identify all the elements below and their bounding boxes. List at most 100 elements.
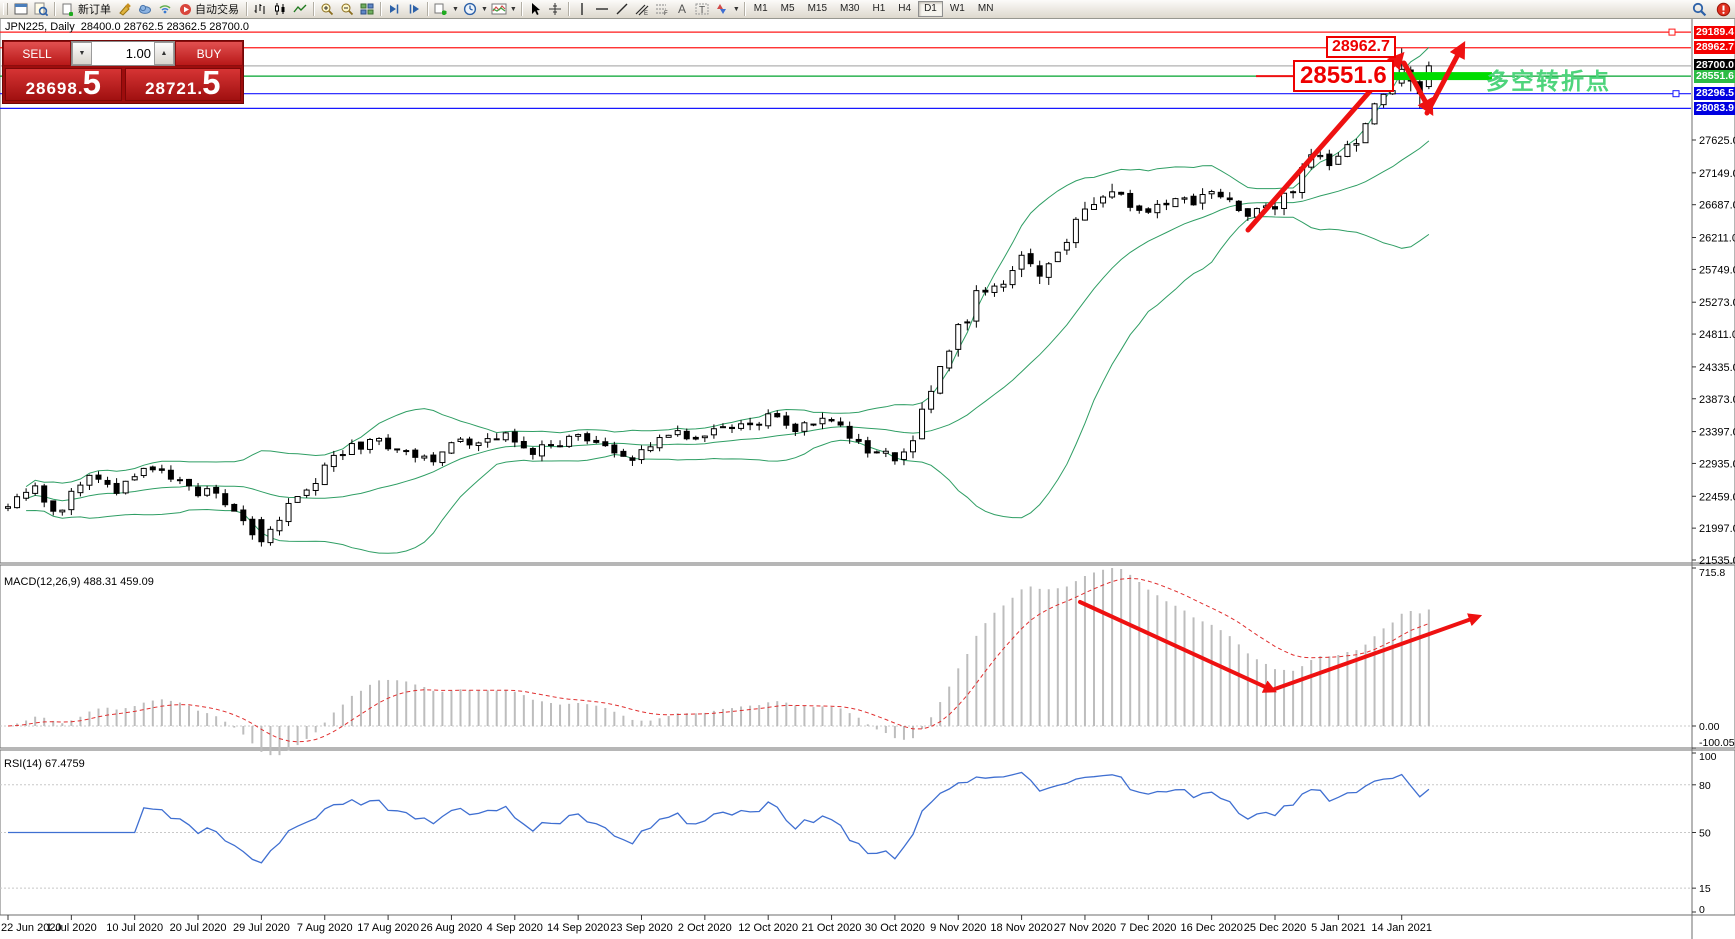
toolbar-separator <box>313 2 314 16</box>
buy-button[interactable]: BUY <box>175 41 243 66</box>
arrows-tool-caret[interactable]: ▼ <box>732 5 740 13</box>
chart-shift-icon[interactable] <box>404 1 424 17</box>
new-chart-icon[interactable] <box>11 1 31 17</box>
arrows-tool-icon[interactable] <box>712 1 732 17</box>
svg-text:100: 100 <box>1699 751 1717 763</box>
text-icon[interactable]: A <box>672 1 692 17</box>
toolbar-separator <box>54 2 55 16</box>
trendline-icon[interactable] <box>612 1 632 17</box>
one-click-trading-widget: SELL ▼ ▲ BUY 28698.5 28721.5 <box>2 40 244 104</box>
resistance-price-annotation[interactable]: 28962.7 <box>1326 35 1396 58</box>
template-icon[interactable] <box>489 1 509 17</box>
crosshair-icon[interactable] <box>545 1 565 17</box>
buy-price-display[interactable]: 28721. 5 <box>124 64 241 101</box>
bar-chart-icon[interactable] <box>250 1 270 17</box>
date-label: 23 Sep 2020 <box>610 922 673 934</box>
svg-text:23873.0: 23873.0 <box>1699 394 1735 406</box>
timeframe-d1[interactable]: D1 <box>918 1 943 17</box>
autotrade-button[interactable]: 自动交易 <box>175 1 243 17</box>
date-label: 9 Nov 2020 <box>930 922 987 934</box>
volume-input[interactable] <box>92 42 154 65</box>
equidistant-channel-icon[interactable]: E <box>632 1 652 17</box>
buy-price-dot: . <box>197 79 203 98</box>
macd-plot <box>0 568 1692 756</box>
autotrade-icon <box>180 3 191 15</box>
trend-arrows[interactable] <box>1078 40 1483 693</box>
zoom-in-icon[interactable] <box>317 1 337 17</box>
volume-increase-button[interactable]: ▲ <box>154 42 174 65</box>
line-handle[interactable] <box>1672 90 1680 98</box>
new-order-icon <box>62 3 73 16</box>
svg-text:24335.0: 24335.0 <box>1699 362 1735 374</box>
date-label: 5 Jan 2021 <box>1311 922 1366 934</box>
sell-button[interactable]: SELL <box>3 41 71 66</box>
svg-text:715.8: 715.8 <box>1699 567 1725 579</box>
timeframe-m30[interactable]: M30 <box>840 3 860 14</box>
fibonacci-icon[interactable]: F <box>652 1 672 17</box>
current-price-tag: 28700.0 <box>1694 59 1735 73</box>
svg-text:15: 15 <box>1699 883 1711 895</box>
styler-icon[interactable] <box>115 1 135 17</box>
timeframe-m15[interactable]: M15 <box>807 3 828 14</box>
date-label: 27 Nov 2020 <box>1053 922 1117 934</box>
toolbar-separator <box>380 2 381 16</box>
toolbar-grip[interactable] <box>3 3 8 15</box>
cursor-icon[interactable] <box>525 1 545 17</box>
text-label-icon[interactable]: T <box>692 1 712 17</box>
support-zone-bar[interactable] <box>1378 72 1492 81</box>
timeframe-h1[interactable]: H1 <box>872 3 886 14</box>
svg-text:21535.0: 21535.0 <box>1699 555 1735 567</box>
new-order-button[interactable]: 新订单 <box>58 1 115 17</box>
horizontal-line-icon[interactable] <box>592 1 612 17</box>
timeframe-m1[interactable]: M1 <box>753 3 768 14</box>
new-order-label: 新订单 <box>78 4 111 16</box>
chart-profile-icon[interactable] <box>31 1 51 17</box>
line-chart-icon[interactable] <box>290 1 310 17</box>
svg-text:A: A <box>678 2 686 16</box>
timeframe-clock-caret[interactable]: ▼ <box>480 5 488 13</box>
auto-scroll-icon[interactable] <box>384 1 404 17</box>
add-indicator-caret[interactable]: ▼ <box>452 5 459 13</box>
date-label: 29 Jul 2020 <box>232 922 290 934</box>
toolbar-separator <box>520 2 522 16</box>
svg-text:F: F <box>664 11 668 16</box>
sell-price-display[interactable]: 28698. 5 <box>5 66 122 101</box>
date-label: 14 Sep 2020 <box>546 922 610 934</box>
toolbar-separator <box>743 2 745 16</box>
cloud-icon[interactable] <box>135 1 155 17</box>
notification-icon[interactable] <box>1713 1 1733 17</box>
tile-windows-icon[interactable] <box>357 1 377 17</box>
timeframe-h4[interactable]: H4 <box>898 3 912 14</box>
add-indicator-icon[interactable] <box>431 1 451 17</box>
candlestick-icon[interactable] <box>270 1 290 17</box>
buy-price-pips: 5 <box>202 64 221 101</box>
date-label: 7 Aug 2020 <box>296 922 353 934</box>
date-label: 4 Sep 2020 <box>486 922 543 934</box>
support-price-annotation[interactable]: 28551.6 <box>1293 60 1394 93</box>
date-label: 14 Jan 2021 <box>1371 922 1432 934</box>
volume-decrease-button[interactable]: ▼ <box>72 42 92 65</box>
timeframe-m5[interactable]: M5 <box>780 3 795 14</box>
sell-price-dot: . <box>77 79 83 98</box>
turning-point-annotation[interactable]: 多空转折点 <box>1486 68 1611 95</box>
signal-icon[interactable] <box>155 1 175 17</box>
line-handle[interactable] <box>1668 28 1676 36</box>
template-caret[interactable]: ▼ <box>509 5 517 13</box>
svg-text:22935.0: 22935.0 <box>1699 458 1735 470</box>
timeframe-clock-icon[interactable] <box>460 1 480 17</box>
date-label: 21 Oct 2020 <box>801 922 862 934</box>
volume-stepper: ▼ ▲ <box>71 41 175 66</box>
timeframe-w1[interactable]: W1 <box>949 3 965 14</box>
search-icon[interactable] <box>1689 1 1709 17</box>
zoom-out-icon[interactable] <box>337 1 357 17</box>
timeframe-buttons: M1 M5 M15 M30 H1 H4 D1 W1 MN <box>748 1 1000 17</box>
date-label: 22 Jun 2020 <box>1 922 62 934</box>
toolbar-separator <box>246 2 247 16</box>
timeframe-mn[interactable]: MN <box>977 3 994 14</box>
svg-text:22459.0: 22459.0 <box>1699 491 1735 503</box>
vertical-line-icon[interactable] <box>572 1 592 17</box>
date-label: 12 Oct 2020 <box>738 922 799 934</box>
date-label: 2 Oct 2020 <box>677 922 732 934</box>
